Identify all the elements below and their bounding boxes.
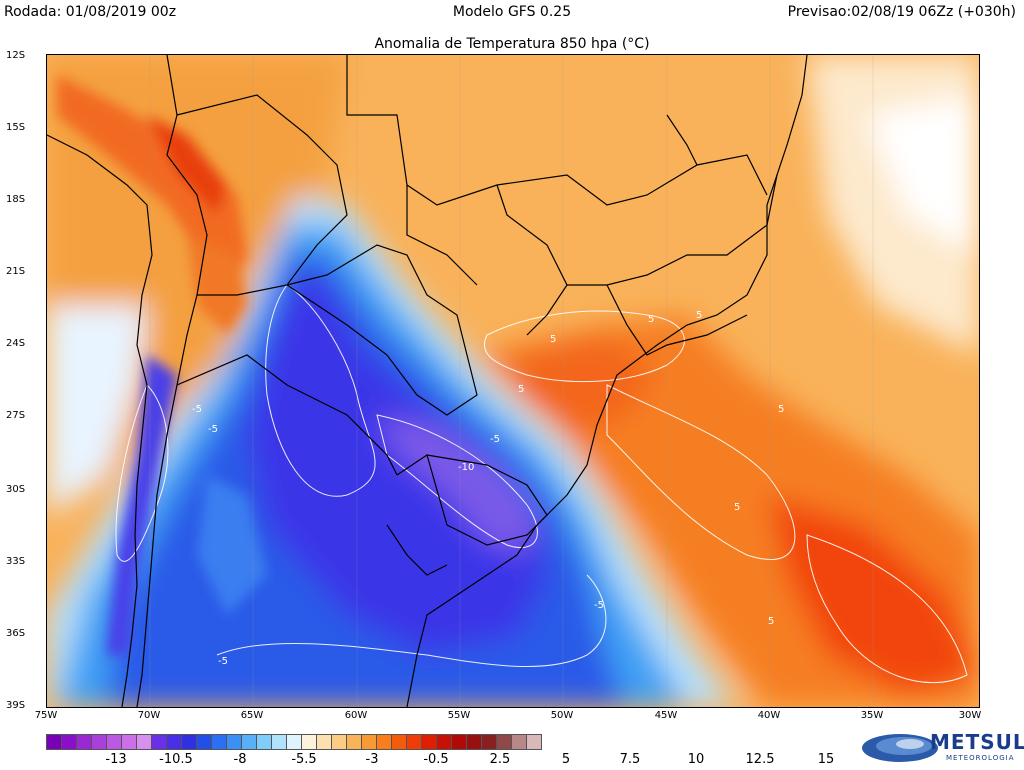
lat-label: 39S	[6, 700, 26, 711]
contour-label: -5	[490, 434, 500, 445]
brand-name: METSUL	[930, 730, 1024, 754]
lon-label: 50W	[550, 710, 574, 721]
lat-label: 18S	[6, 194, 26, 205]
scale-swatch	[46, 734, 62, 750]
scale-swatch	[226, 734, 242, 750]
scale-label: -3	[365, 752, 379, 767]
contour-label: 5	[768, 616, 775, 627]
lon-label: 40W	[757, 710, 781, 721]
scale-swatch	[166, 734, 182, 750]
scale-label: -5.5	[291, 752, 317, 767]
scale-label: -8	[233, 752, 247, 767]
run-label: Rodada: 01/08/2019 00z	[4, 4, 177, 20]
valid-label: Previsao:02/08/19 06Zz (+030h)	[787, 4, 1016, 20]
scale-swatch	[256, 734, 272, 750]
scale-swatch	[451, 734, 467, 750]
contour-label: 5	[734, 502, 741, 513]
scale-label: 15	[817, 752, 835, 767]
scale-label: 2.5	[489, 752, 511, 767]
scale-swatch	[421, 734, 437, 750]
contour-label: -5	[594, 600, 604, 611]
scale-swatch	[511, 734, 527, 750]
contour-label: 5	[518, 384, 525, 395]
scale-swatch	[481, 734, 497, 750]
lat-label: 27S	[6, 410, 26, 421]
scale-label: -10.5	[159, 752, 193, 767]
lon-label: 75W	[34, 710, 58, 721]
scale-swatch	[496, 734, 512, 750]
anomaly-map	[46, 54, 980, 708]
contour-label: -5	[208, 424, 218, 435]
lat-label: 24S	[6, 338, 26, 349]
scale-swatch	[121, 734, 137, 750]
scale-label: 5	[561, 752, 571, 767]
lon-label: 30W	[958, 710, 982, 721]
scale-swatch	[136, 734, 152, 750]
country-borders	[47, 55, 808, 707]
scale-swatch	[151, 734, 167, 750]
scale-label: 7.5	[619, 752, 641, 767]
scale-label: 12.5	[745, 752, 775, 767]
scale-swatch	[436, 734, 452, 750]
scale-swatch	[346, 734, 362, 750]
scale-swatch	[376, 734, 392, 750]
lat-label: 30S	[6, 484, 26, 495]
contour-label: -5	[218, 656, 228, 667]
scale-swatch	[61, 734, 77, 750]
model-label: Modelo GFS 0.25	[452, 4, 572, 20]
lat-label: 12S	[6, 50, 26, 61]
scale-swatch	[406, 734, 422, 750]
lat-label: 21S	[6, 266, 26, 277]
lon-label: 45W	[654, 710, 678, 721]
brand-sub: METEOROLOGIA	[946, 754, 1015, 762]
scale-swatch	[526, 734, 542, 750]
scale-swatch	[91, 734, 107, 750]
scale-swatch	[271, 734, 287, 750]
scale-swatch	[286, 734, 302, 750]
contour-label: 5	[648, 314, 655, 325]
contour-label: 5	[550, 334, 557, 345]
scale-swatch	[181, 734, 197, 750]
scale-label: 10	[687, 752, 705, 767]
scale-label: -0.5	[423, 752, 449, 767]
lon-label: 60W	[344, 710, 368, 721]
contour-label: -10	[458, 462, 475, 473]
scale-swatch	[316, 734, 332, 750]
lon-label: 55W	[447, 710, 471, 721]
lon-label: 35W	[860, 710, 884, 721]
map-svg	[47, 55, 979, 707]
lat-label: 33S	[6, 556, 26, 567]
scale-swatch	[466, 734, 482, 750]
map-title: Anomalia de Temperatura 850 hpa (°C)	[374, 36, 650, 52]
lon-label: 65W	[240, 710, 264, 721]
scale-swatch	[391, 734, 407, 750]
contour-label: 5	[696, 310, 703, 321]
scale-swatch	[76, 734, 92, 750]
scale-swatch	[301, 734, 317, 750]
scale-swatch	[331, 734, 347, 750]
scale-swatch	[361, 734, 377, 750]
scale-swatch	[106, 734, 122, 750]
contour-label: -5	[192, 404, 202, 415]
scale-swatch	[196, 734, 212, 750]
contour-label: 5	[778, 404, 785, 415]
lat-label: 15S	[6, 122, 26, 133]
lat-label: 36S	[6, 628, 26, 639]
metsul-logo	[862, 734, 938, 762]
scale-swatch	[241, 734, 257, 750]
scale-label: -13	[105, 752, 127, 767]
scale-swatch	[211, 734, 227, 750]
color-scale	[46, 734, 542, 750]
lon-label: 70W	[137, 710, 161, 721]
